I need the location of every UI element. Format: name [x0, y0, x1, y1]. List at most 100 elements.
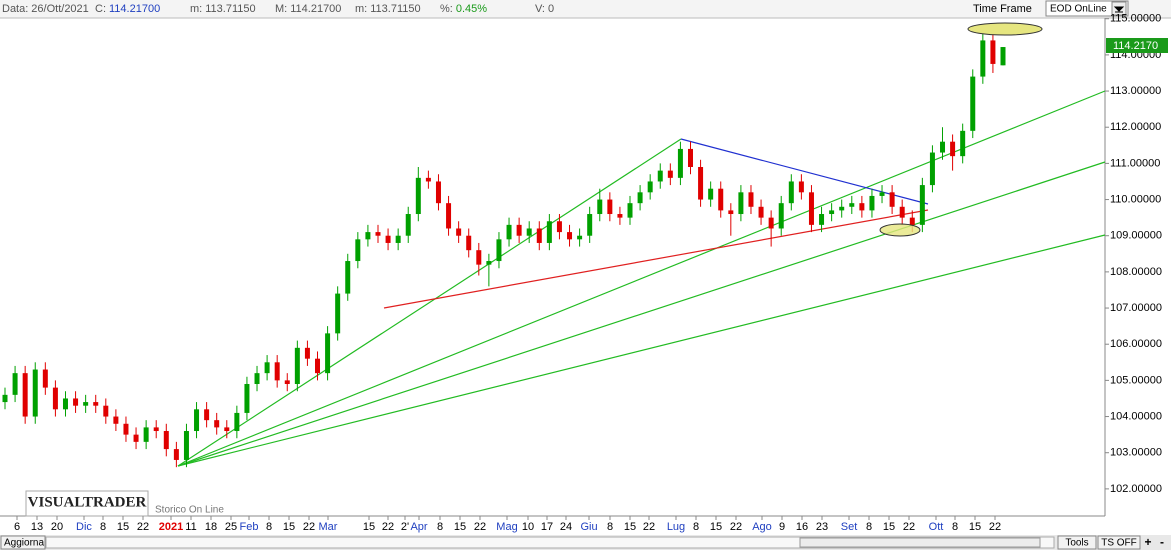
candle-body	[849, 203, 855, 207]
candle-body	[83, 402, 89, 406]
header-value: 113.71150	[205, 3, 255, 15]
candle-body	[819, 214, 825, 225]
candle-body	[909, 217, 915, 225]
candle-body	[173, 449, 179, 460]
candle-body	[829, 210, 835, 215]
x-tick-label: 2'	[401, 521, 409, 533]
candle-body	[899, 206, 905, 218]
candle-body	[738, 192, 744, 215]
candle-body	[960, 130, 966, 157]
candle-body	[798, 181, 804, 193]
candle-body	[687, 148, 693, 168]
y-tick-label: 102.00000	[1110, 483, 1162, 495]
candle-body	[1000, 47, 1006, 66]
candle-body	[546, 221, 552, 243]
candle-body	[869, 195, 875, 211]
candle-body	[677, 148, 683, 178]
fan-line	[177, 161, 1106, 467]
candle-body	[879, 192, 885, 196]
header-value: 0.45%	[456, 3, 487, 15]
header-label: %:	[440, 3, 453, 15]
x-tick-label: 22	[730, 521, 742, 533]
x-tick-label: 22	[382, 521, 394, 533]
candle-body	[718, 188, 724, 211]
y-tick-label: 110.00000	[1110, 193, 1161, 205]
candle-body	[274, 362, 280, 381]
zoom-in[interactable]: +	[1144, 535, 1151, 549]
y-tick-label: 106.00000	[1110, 338, 1162, 350]
time-frame-label: Time Frame	[973, 3, 1032, 15]
x-tick-label: 23	[816, 521, 828, 533]
candle-body	[728, 210, 734, 215]
x-tick-label: Dic	[76, 521, 92, 533]
select-arrow-icon	[1113, 6, 1125, 13]
x-tick-label: 16	[796, 521, 808, 533]
x-tick-label: 10	[522, 521, 534, 533]
candle-body	[224, 427, 230, 432]
candle-body	[536, 228, 542, 243]
candle-body	[12, 373, 18, 395]
candle-body	[587, 214, 593, 236]
last-price-label: 114.2170	[1113, 40, 1158, 52]
candle-body	[808, 192, 814, 225]
x-tick-label: Mag	[496, 521, 517, 533]
x-tick-label: 15	[454, 521, 466, 533]
y-tick-label: 112.00000	[1110, 121, 1161, 133]
x-tick-label: 24	[560, 521, 572, 533]
x-tick-label: 22	[474, 521, 486, 533]
x-tick-label: 13	[31, 521, 43, 533]
x-tick-label: 15	[969, 521, 981, 533]
candle-body	[133, 434, 139, 442]
y-tick-label: 107.00000	[1110, 302, 1162, 314]
candle-body	[526, 228, 532, 236]
header-item: C: 114.21700	[95, 3, 160, 15]
y-tick-label: 105.00000	[1110, 374, 1162, 386]
candle-body	[839, 206, 845, 211]
candle-body	[990, 40, 996, 64]
candle-body	[304, 347, 310, 359]
candle-body	[22, 373, 28, 417]
x-tick-label: 22	[303, 521, 315, 533]
logo: VISUALTRADER	[28, 494, 147, 510]
fan-line	[177, 234, 1106, 467]
header-value: 114.21700	[109, 3, 160, 15]
candle-body	[183, 431, 189, 460]
highlight-ellipse	[967, 22, 1043, 36]
x-tick-label: 15	[117, 521, 129, 533]
header-label: V:	[535, 3, 545, 15]
y-tick-label: 104.00000	[1110, 410, 1162, 422]
tools-label: Tools	[1065, 538, 1088, 549]
zoom-out[interactable]: -	[1160, 535, 1164, 549]
header-item: M: 114.21700	[275, 3, 341, 15]
header-label: M:	[275, 3, 287, 15]
candle-body	[940, 141, 946, 153]
header-item: m: 113.71150	[355, 3, 421, 15]
refresh-button[interactable]	[0, 535, 46, 550]
x-tick-label: 11	[185, 521, 196, 533]
candle-body	[708, 188, 714, 200]
candle-body	[425, 177, 431, 182]
x-tick-label: 8	[693, 521, 699, 533]
candle-body	[788, 181, 794, 204]
y-tick-label: 103.00000	[1110, 447, 1162, 459]
scroll-thumb[interactable]	[799, 537, 1041, 548]
y-tick-label: 109.00000	[1110, 230, 1162, 242]
candle-body	[355, 239, 361, 262]
x-tick-label: 8	[952, 521, 958, 533]
x-tick-label: 9	[779, 521, 785, 533]
candle-body	[758, 206, 764, 218]
tools-button[interactable]	[1057, 535, 1097, 550]
x-tick-label: 15	[283, 521, 295, 533]
scrollbar[interactable]	[45, 536, 1055, 549]
candle-body	[244, 383, 250, 413]
refresh-label: Aggiorna	[4, 538, 44, 549]
candle-body	[194, 409, 200, 432]
candle-body	[123, 423, 129, 435]
candle-body	[647, 181, 653, 193]
candle-body	[577, 235, 583, 240]
time-frame-select[interactable]	[1045, 0, 1129, 17]
last-price-box	[1106, 38, 1168, 53]
header-value: 0	[548, 3, 554, 15]
ts-button[interactable]	[1097, 535, 1141, 550]
header-label: m:	[190, 3, 202, 15]
